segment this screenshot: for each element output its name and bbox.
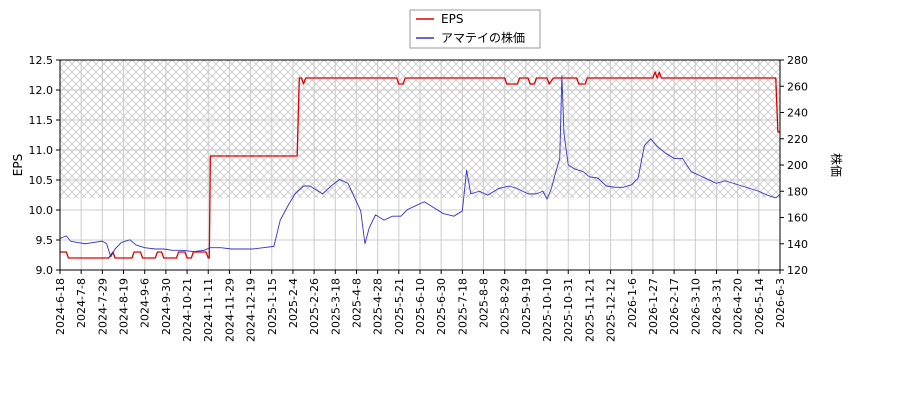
x-tick-label: 2025-12-12	[605, 278, 618, 342]
right-tick-label: 160	[787, 212, 808, 225]
x-tick-label: 2026-2-17	[668, 278, 681, 335]
left-tick-label: 10.5	[29, 174, 54, 187]
left-tick-label: 9.5	[36, 234, 54, 247]
x-tick-label: 2026-3-31	[710, 278, 723, 335]
legend-box	[409, 9, 541, 49]
x-tick-label: 2025-8-29	[499, 278, 512, 335]
x-tick-label: 2024-10-21	[181, 278, 194, 342]
x-tick-label: 2025-11-21	[583, 278, 596, 342]
left-tick-label: 11.5	[29, 114, 54, 127]
legend-label-stock-price: アマテイの株価	[441, 30, 525, 45]
x-tick-label: 2025-8-8	[478, 278, 491, 328]
x-tick-label: 2025-3-18	[329, 278, 342, 335]
right-tick-label: 200	[787, 159, 808, 172]
x-tick-label: 2024-8-19	[118, 278, 131, 335]
right-tick-label: 120	[787, 264, 808, 277]
right-tick-label: 240	[787, 107, 808, 120]
x-tick-label: 2025-5-21	[393, 278, 406, 335]
right-tick-label: 280	[787, 54, 808, 67]
x-tick-label: 2026-1-6	[626, 278, 639, 328]
x-tick-label: 2025-6-10	[414, 278, 427, 335]
x-tick-label: 2024-6-18	[54, 278, 67, 335]
x-tick-label: 2025-6-30	[435, 278, 448, 335]
left-tick-label: 12.0	[29, 84, 54, 97]
left-tick-label: 10.0	[29, 204, 54, 217]
right-axis-title: 株価	[829, 153, 844, 177]
left-tick-label: 12.5	[29, 54, 54, 67]
x-tick-label: 2026-1-27	[647, 278, 660, 335]
axis-layer: 9.0 9.5 10.0 10.5 11.0 11.5 12.0 12.5 120 140 160 1…	[29, 54, 809, 342]
x-tick-label: 2024-7-29	[96, 278, 109, 335]
x-tick-label: 2024-11-11	[202, 278, 215, 342]
x-tick-label: 2026-5-14	[753, 278, 766, 335]
x-tick-label: 2024-9-30	[160, 278, 173, 335]
x-tick-label: 2025-2-4	[287, 278, 300, 328]
x-tick-label: 2025-4-8	[350, 278, 363, 328]
x-tick-label: 2025-10-31	[562, 278, 575, 342]
x-tick-label: 2024-9-6	[139, 278, 152, 328]
right-tick-label: 260	[787, 80, 808, 93]
x-tick-label: 2025-9-19	[520, 278, 533, 335]
right-tick-label: 180	[787, 185, 808, 198]
right-tick-label: 220	[787, 133, 808, 146]
series-line-eps	[60, 71, 780, 259]
left-tick-label: 9.0	[36, 264, 54, 277]
series-line-stock-price	[60, 75, 780, 258]
x-tick-label: 2026-3-10	[689, 278, 702, 335]
legend: EPS アマテイの株価	[409, 9, 541, 49]
x-tick-label: 2025-4-28	[372, 278, 385, 335]
x-tick-label: 2024-7-8	[75, 278, 88, 328]
x-tick-label: 2024-11-29	[223, 278, 236, 342]
x-tick-label: 2024-12-19	[245, 278, 258, 342]
legend-label-eps: EPS	[441, 12, 463, 26]
x-tick-label: 2025-10-10	[541, 278, 554, 342]
left-tick-label: 11.0	[29, 144, 54, 157]
x-tick-label: 2025-1-15	[266, 278, 279, 335]
right-tick-label: 140	[787, 238, 808, 251]
x-tick-label: 2026-6-3	[774, 278, 787, 328]
x-tick-label: 2025-7-18	[456, 278, 469, 335]
series-layer	[60, 71, 780, 259]
left-axis-title: EPS	[11, 154, 25, 176]
x-tick-label: 2025-2-26	[308, 278, 321, 335]
x-tick-label: 2026-4-20	[732, 278, 745, 335]
